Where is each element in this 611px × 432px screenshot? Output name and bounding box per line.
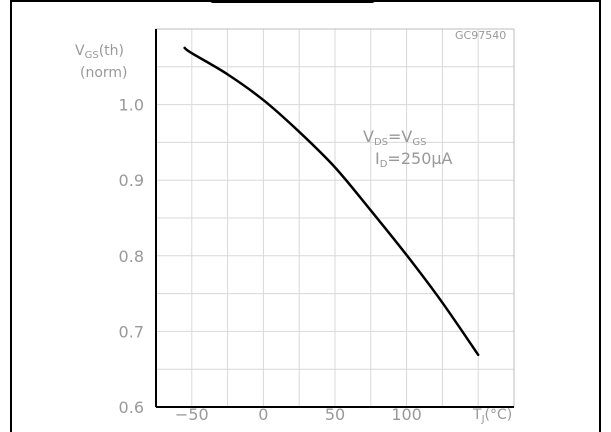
- y-tick-labels: 0.6 0.7 0.8 0.9 1.0: [119, 96, 144, 417]
- y-axis-label-line1: VGS(th): [75, 43, 124, 61]
- x-tick-label: 100: [391, 405, 422, 424]
- y-tick-label: 0.6: [119, 398, 144, 417]
- y-tick-label: 0.8: [119, 247, 144, 266]
- x-tick-label: 0: [258, 405, 268, 424]
- test-condition-id: ID=250μA: [375, 149, 453, 170]
- x-tick-labels: −50 0 50 100: [175, 405, 422, 424]
- grid-lines: [155, 28, 515, 408]
- test-condition-vds-vgs: VDS=VGS: [363, 127, 426, 148]
- x-tick-label: 50: [325, 405, 345, 424]
- y-axis-label-line2: (norm): [80, 65, 128, 81]
- x-axis-label: TJ(°C): [472, 407, 512, 425]
- figure-code: GC97540: [455, 29, 506, 42]
- y-tick-label: 0.7: [119, 322, 144, 341]
- y-tick-label: 0.9: [119, 171, 144, 190]
- y-tick-label: 1.0: [119, 96, 144, 115]
- x-tick-label: −50: [175, 405, 209, 424]
- top-cut-title-ink: [210, 0, 375, 3]
- threshold-voltage-curve: [183, 46, 480, 357]
